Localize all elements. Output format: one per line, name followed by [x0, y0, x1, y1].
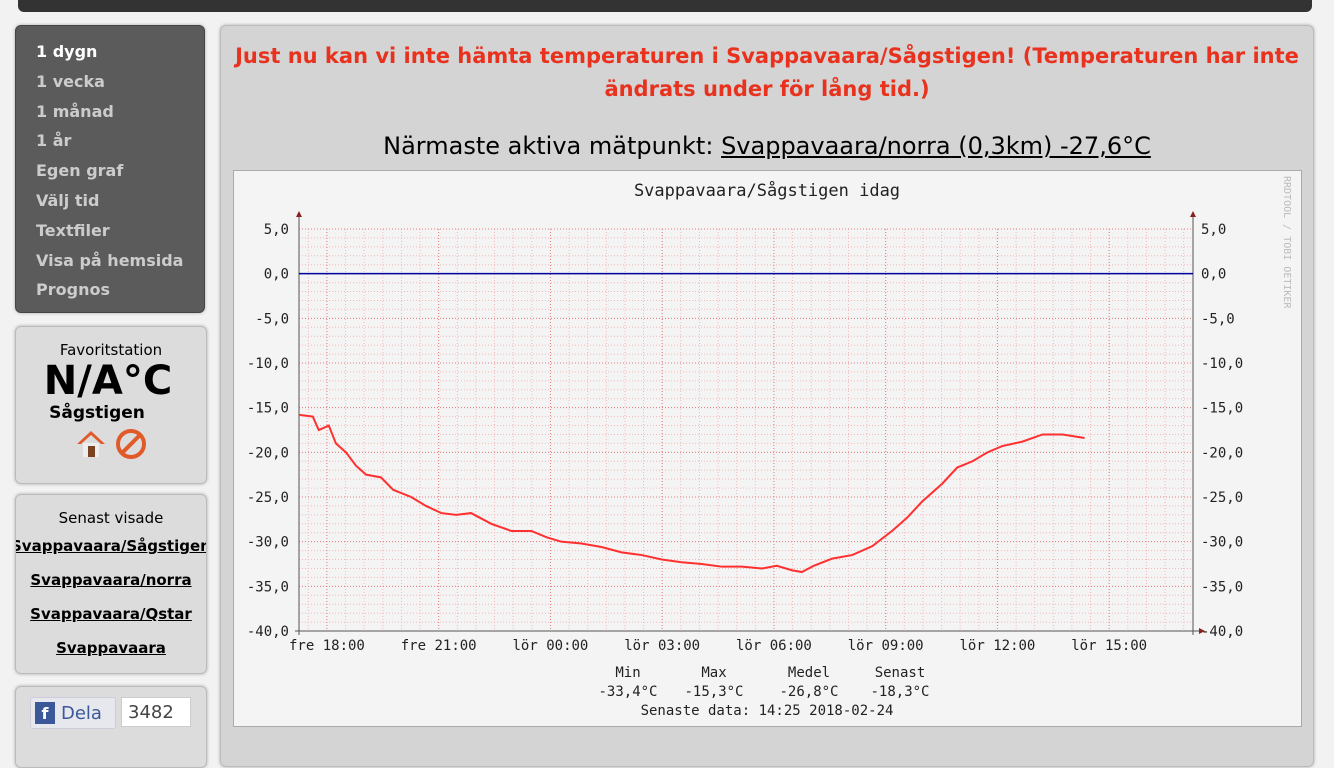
- alert-message: Just nu kan vi inte hämta temperaturen i…: [235, 44, 1299, 101]
- x-tick-label: lör 09:00: [848, 638, 924, 654]
- stat-value: -15,3°C: [684, 684, 743, 700]
- home-icon[interactable]: [74, 427, 108, 461]
- favorite-temp: N/A°C: [43, 358, 173, 404]
- menu-item-textfiles[interactable]: Textfiler: [36, 220, 110, 240]
- facebook-share-button[interactable]: f Dela: [30, 697, 116, 729]
- stat-label: Min: [615, 665, 640, 681]
- y-tick-label-right: -35,0: [1201, 579, 1243, 595]
- axis-arrow: [1190, 211, 1196, 217]
- y-tick-label: 5,0: [264, 222, 289, 238]
- y-tick-label-right: 0,0: [1201, 267, 1226, 283]
- favorite-name: Sågstigen: [49, 403, 145, 423]
- top-bar: [18, 0, 1312, 12]
- favorite-station-box: Favoritstation N/A°C Sågstigen: [15, 326, 207, 484]
- y-tick-label-right: -25,0: [1201, 490, 1243, 506]
- x-tick-label: fre 21:00: [401, 638, 477, 654]
- stat-label: Max: [701, 665, 726, 681]
- x-tick-label: lör 12:00: [960, 638, 1036, 654]
- recently-viewed-box: Senast visade Svappavaara/Sågstigen Svap…: [15, 494, 207, 674]
- x-tick-label: lör 03:00: [624, 638, 700, 654]
- stat-value: -18,3°C: [870, 684, 929, 700]
- period-menu: 1 dygn 1 vecka 1 månad 1 år Egen graf Vä…: [15, 25, 205, 313]
- chart-title: Svappavaara/Sågstigen idag: [634, 180, 900, 201]
- chart-svg: 5,0 5,0 0,0 0,0 -5,0 -5,0 -10,0 -10,0 -15,0 -15,0…: [247, 176, 1292, 719]
- menu-item-day[interactable]: 1 dygn: [36, 42, 98, 61]
- x-tick-label: fre 18:00: [289, 638, 365, 654]
- y-tick-label: -35,0: [247, 579, 289, 595]
- menu-item-week[interactable]: 1 vecka: [36, 71, 105, 91]
- remove-favorite-icon[interactable]: [114, 427, 148, 461]
- menu-item-custom-graph[interactable]: Egen graf: [36, 161, 124, 181]
- y-tick-label-right: -10,0: [1201, 356, 1243, 372]
- favorite-heading: Favoritstation: [59, 341, 163, 359]
- recent-link[interactable]: Svappavaara/norra: [30, 571, 192, 589]
- menu-item-choose-time[interactable]: Välj tid: [36, 190, 100, 210]
- y-tick-label: -15,0: [247, 401, 289, 417]
- y-tick-label-right: -20,0: [1201, 445, 1243, 461]
- recent-link[interactable]: Svappavaara/Qstar: [30, 605, 192, 623]
- stat-value: -26,8°C: [779, 684, 838, 700]
- y-tick-label-right: -40,0: [1201, 624, 1243, 640]
- stat-label: Medel: [788, 665, 830, 681]
- chart-watermark: RRDTOOL / TOBI OETIKER: [1281, 176, 1292, 309]
- y-tick-label-right: -30,0: [1201, 535, 1243, 551]
- recent-link[interactable]: Svappavaara: [56, 639, 166, 657]
- x-tick-label: lör 15:00: [1071, 638, 1147, 654]
- menu-item-show-on-website[interactable]: Visa på hemsida: [36, 250, 184, 270]
- stat-label: Senast: [875, 665, 926, 681]
- main-panel: Just nu kan vi inte hämta temperaturen i…: [220, 25, 1314, 767]
- temperature-chart: 5,0 5,0 0,0 0,0 -5,0 -5,0 -10,0 -10,0 -15,0 -15,0…: [233, 170, 1302, 727]
- share-label: Dela: [61, 702, 102, 724]
- last-data-text: Senaste data: 14:25 2018-02-24: [641, 703, 894, 719]
- recent-heading: Senast visade: [58, 509, 164, 527]
- menu-item-year[interactable]: 1 år: [36, 131, 72, 151]
- share-count: 3482: [121, 697, 191, 727]
- y-tick-label: -10,0: [247, 356, 289, 372]
- y-tick-label: -20,0: [247, 445, 289, 461]
- share-box: f Dela 3482: [15, 686, 207, 768]
- x-tick-label: lör 06:00: [736, 638, 812, 654]
- recent-link[interactable]: Svappavaara/Sågstigen: [15, 537, 207, 555]
- y-tick-label: -30,0: [247, 535, 289, 551]
- facebook-icon: f: [35, 702, 55, 724]
- nearest-station-link[interactable]: Svappavaara/norra (0,3km) -27,6°C: [721, 132, 1151, 160]
- nearest-station: Närmaste aktiva mätpunkt: Svappavaara/no…: [221, 132, 1313, 160]
- menu-item-forecast[interactable]: Prognos: [36, 280, 110, 300]
- y-tick-label: -25,0: [247, 490, 289, 506]
- nearest-label: Närmaste aktiva mätpunkt:: [383, 132, 714, 160]
- temperature-series-line: [298, 413, 1085, 574]
- y-tick-label: -40,0: [247, 624, 289, 640]
- axis-arrow: [1199, 628, 1205, 634]
- y-tick-label-right: -15,0: [1201, 401, 1243, 417]
- y-tick-label: -5,0: [255, 311, 289, 327]
- stat-value: -33,4°C: [598, 684, 657, 700]
- y-tick-label-right: -5,0: [1201, 311, 1235, 327]
- axis-arrow: [296, 211, 302, 217]
- menu-item-month[interactable]: 1 månad: [36, 101, 114, 121]
- x-tick-label: lör 00:00: [513, 638, 589, 654]
- y-tick-label: 0,0: [264, 267, 289, 283]
- y-tick-label-right: 5,0: [1201, 222, 1226, 238]
